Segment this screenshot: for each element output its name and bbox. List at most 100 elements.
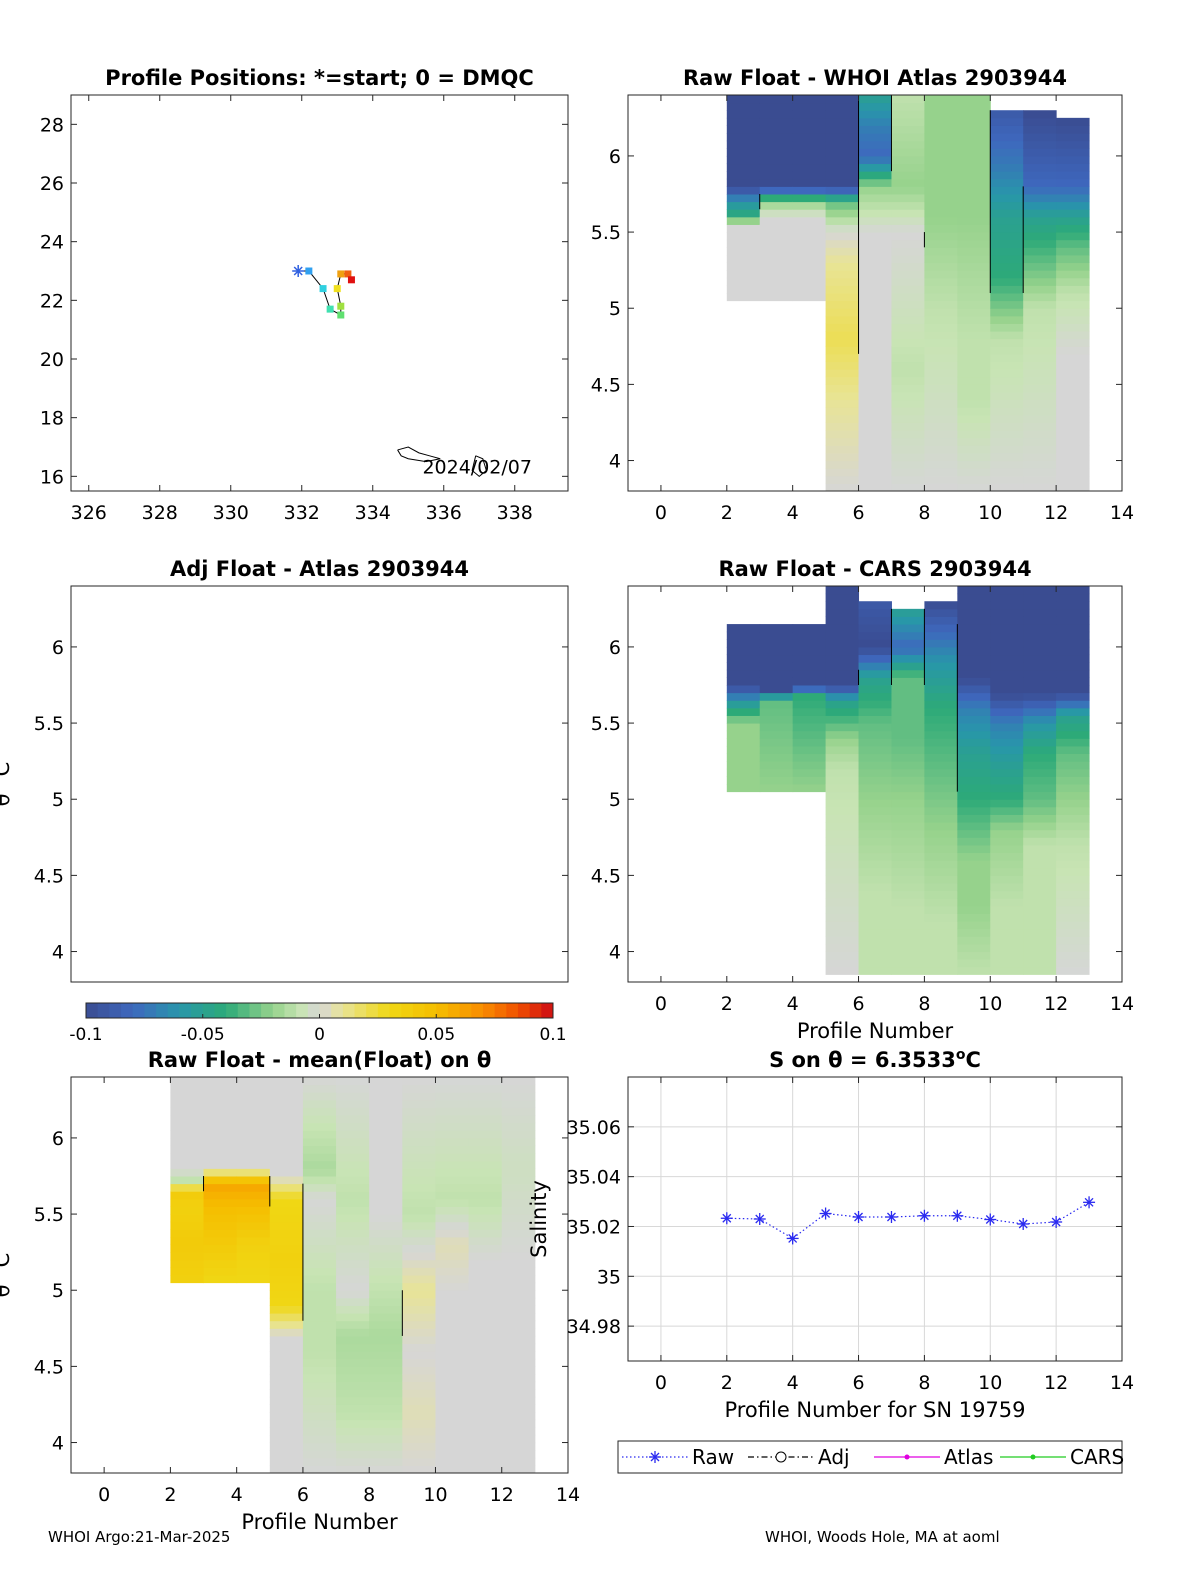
cars-ytick-label: 5: [609, 789, 621, 811]
cars-cell: [891, 837, 925, 846]
cars-cell: [1056, 913, 1090, 922]
mean-cell: [402, 1328, 436, 1337]
mean-cell: [468, 1381, 503, 1390]
mean-cell: [468, 1404, 503, 1413]
cars-cell: [1023, 685, 1057, 694]
mean-cell: [435, 1320, 470, 1329]
adj-ytick-label: 6: [52, 637, 64, 659]
whoi-cell: [891, 338, 925, 347]
cars-cell: [759, 730, 794, 739]
legend-label-atlas: Atlas: [944, 1445, 993, 1469]
mean-cell: [402, 1107, 436, 1116]
whoi-cell: [825, 201, 860, 210]
whoi-cell: [1023, 262, 1057, 271]
whoi-contours: [759, 95, 1024, 354]
cars-cell: [924, 936, 958, 945]
cars-cell: [990, 837, 1024, 846]
whoi-cell: [792, 117, 827, 126]
cars-cell: [891, 624, 925, 633]
cars-cell: [891, 738, 925, 747]
mean-cell: [501, 1107, 536, 1116]
cars-cell: [858, 700, 892, 709]
mean-cell: [336, 1160, 370, 1169]
cars-cell: [891, 784, 925, 793]
mean-cell: [336, 1381, 370, 1390]
colorbar-swatch: [517, 1003, 531, 1018]
whoi-cell: [957, 331, 991, 340]
mean-cell: [501, 1259, 536, 1268]
cars-cell: [858, 905, 892, 914]
colorbar-swatch: [366, 1003, 379, 1018]
mean-cell: [468, 1450, 503, 1459]
cars-cell: [726, 700, 761, 709]
mean-cell: [435, 1115, 470, 1124]
mean-cell: [336, 1427, 370, 1436]
whoi-cell: [858, 353, 892, 363]
cars-cell: [759, 662, 794, 671]
whoi-cell: [726, 285, 761, 294]
colorbar-swatch: [226, 1003, 239, 1018]
cars-cell: [825, 883, 860, 892]
cars-cell: [1023, 814, 1057, 823]
cars-cell: [924, 860, 958, 869]
whoi-cell: [858, 483, 892, 492]
mean-cell: [302, 1434, 337, 1444]
mean-cell: [236, 1122, 271, 1131]
whoi-cell: [891, 285, 925, 294]
cars-cell: [1056, 875, 1090, 884]
cars-cell: [858, 829, 892, 838]
whoi-cell: [792, 293, 827, 302]
mean-cell: [369, 1396, 403, 1405]
cars-cell: [759, 624, 794, 633]
cars-cell: [825, 814, 860, 823]
cars-cell: [891, 677, 925, 686]
mean-cell: [402, 1084, 436, 1093]
colorbar-swatch: [307, 1003, 320, 1018]
whoi-cell: [891, 201, 925, 210]
cars-cell: [825, 608, 860, 617]
mean-cell: [236, 1191, 271, 1200]
whoi-cell: [924, 178, 958, 187]
profile-position-point: [337, 270, 345, 278]
whoi-cell: [1056, 293, 1090, 302]
cars-cell: [1023, 738, 1057, 747]
mean-cell: [402, 1168, 436, 1177]
mean-cell: [203, 1115, 238, 1124]
whoi-cell: [858, 392, 892, 401]
mean-cell: [468, 1297, 503, 1306]
cars-cell: [924, 776, 958, 785]
whoi-cell: [759, 186, 794, 195]
whoi-cell: [726, 293, 761, 302]
cars-cell: [825, 745, 860, 755]
cars-cell: [759, 669, 794, 678]
whoi-cell: [957, 346, 991, 355]
mean-cell: [468, 1176, 503, 1185]
mean-cell: [236, 1099, 271, 1108]
whoi-cell: [726, 140, 761, 149]
cars-cell: [1023, 860, 1057, 869]
mean-cell: [269, 1389, 304, 1398]
whoi-cell: [858, 140, 892, 149]
mean-cell: [369, 1297, 403, 1306]
whoi-cell: [1023, 369, 1057, 378]
cars-cell: [957, 776, 991, 785]
mean-cell: [170, 1168, 205, 1177]
whoi-cell: [924, 308, 958, 317]
whoi-cell: [825, 209, 860, 218]
mean-cell: [435, 1206, 470, 1215]
cars-cell: [1056, 966, 1090, 975]
mean-cell: [269, 1282, 304, 1291]
whoi-cell: [792, 216, 827, 225]
whoi-cell: [891, 125, 925, 134]
profile-position-point: [326, 305, 334, 313]
salinity-ytick-label: 35.06: [567, 1117, 621, 1139]
mean-cell: [402, 1198, 436, 1207]
whoi-cell: [1056, 338, 1090, 347]
whoi-cell: [924, 148, 958, 157]
whoi-cell: [1056, 148, 1090, 157]
whoi-cell: [825, 437, 860, 446]
whoi-cell: [858, 224, 892, 233]
whoi-cell: [891, 452, 925, 462]
